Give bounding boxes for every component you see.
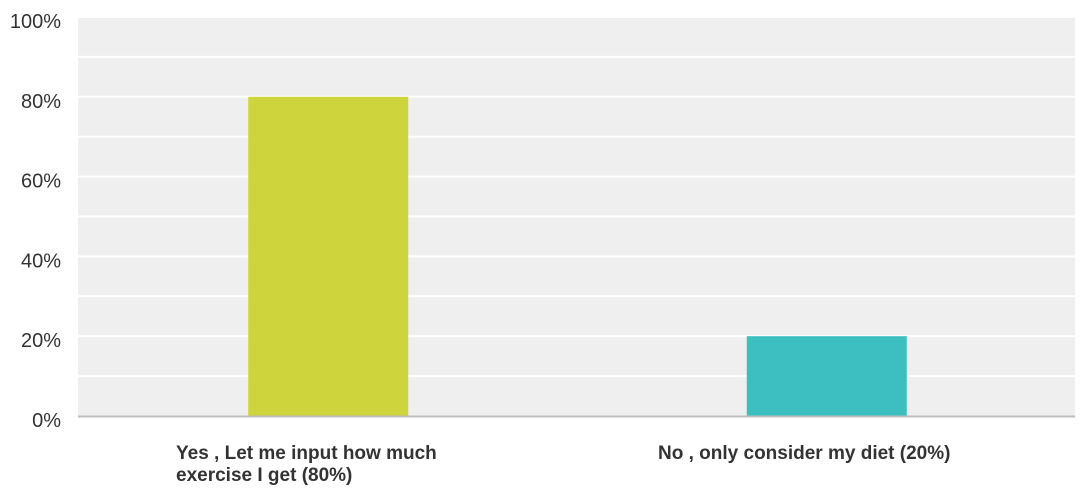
bars bbox=[248, 96, 907, 417]
x-category-label: No , only consider my diet (20%) bbox=[658, 443, 951, 464]
grid-lines bbox=[78, 16, 1075, 378]
y-tick-label: 60% bbox=[21, 171, 61, 193]
bar-1 bbox=[248, 96, 409, 417]
y-tick-label: 80% bbox=[21, 91, 61, 113]
y-tick-label: 40% bbox=[21, 250, 61, 272]
y-tick-label: 20% bbox=[21, 330, 61, 352]
y-tick-label: 0% bbox=[32, 410, 61, 432]
x-category-label: Yes , Let me input how much exercise I g… bbox=[176, 443, 437, 486]
y-tick-label: 100% bbox=[10, 11, 61, 33]
bar-2 bbox=[746, 336, 907, 416]
y-axis-ticks: 0% 20% 40% 60% 80% 100% bbox=[10, 11, 61, 432]
